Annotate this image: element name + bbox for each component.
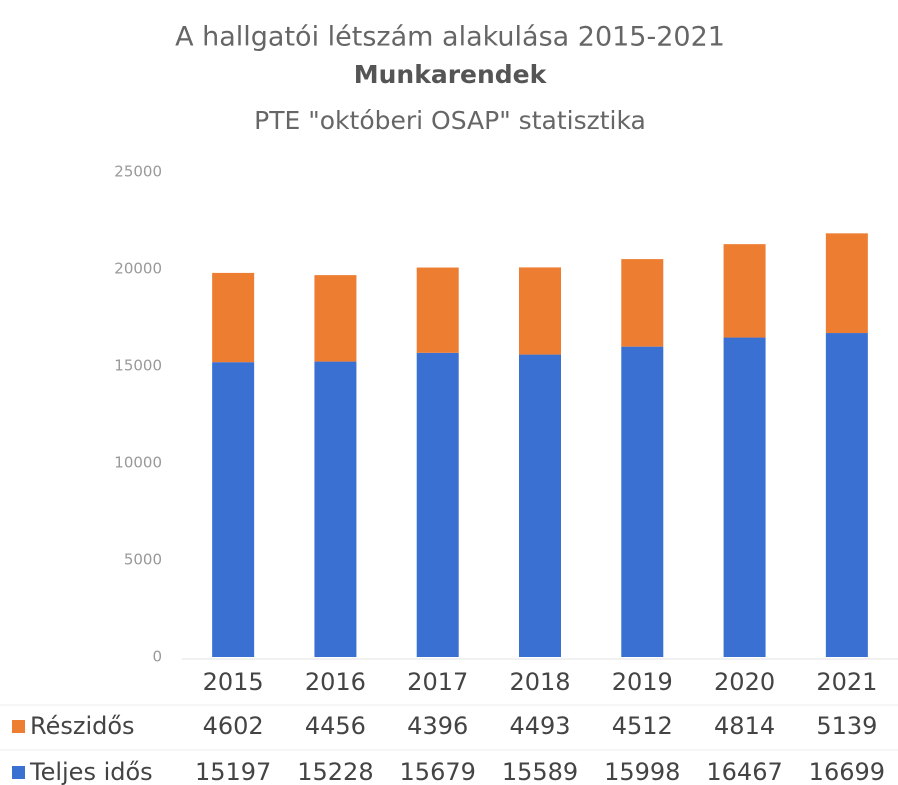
x-tick-label: 2020 (714, 668, 775, 696)
table-cell: 15998 (604, 758, 680, 785)
bar-segment (519, 354, 561, 657)
table-cell: 4602 (203, 712, 264, 740)
bar-segment (416, 267, 459, 353)
x-tick-label: 2019 (612, 668, 673, 696)
table-cell: 4493 (509, 712, 570, 740)
bar-segment (212, 272, 255, 363)
bar-segment (519, 267, 561, 355)
table-cell: 4396 (407, 712, 468, 740)
y-tick-label: 0 (152, 648, 162, 666)
legend-label: Részidős (30, 712, 135, 740)
bar-segment (621, 346, 664, 657)
bar-segment (212, 362, 255, 657)
y-tick-label: 20000 (114, 260, 162, 278)
table-cell: 4512 (612, 712, 673, 740)
y-tick-label: 10000 (114, 454, 162, 472)
table-cell: 15197 (195, 758, 271, 785)
bar-segment (723, 244, 766, 338)
x-tick-label: 2021 (816, 668, 877, 696)
x-tick-label: 2015 (203, 668, 264, 696)
bar-segment (621, 259, 664, 347)
y-tick-label: 25000 (114, 163, 162, 181)
bar-segment (314, 275, 357, 362)
legend-swatch (12, 766, 25, 779)
table-cell: 16467 (706, 758, 782, 785)
legend-label: Teljes idős (29, 758, 153, 785)
table-cell: 15589 (502, 758, 578, 785)
x-tick-label: 2016 (305, 668, 366, 696)
bar-segment (416, 352, 459, 657)
y-tick-label: 5000 (124, 551, 162, 569)
y-tick-label: 15000 (114, 357, 162, 375)
table-cell: 15228 (297, 758, 373, 785)
table-cell: 15679 (400, 758, 476, 785)
chart-caption: PTE "októberi OSAP" statisztika (254, 106, 646, 135)
x-tick-label: 2017 (407, 668, 468, 696)
bar-segment (723, 337, 766, 657)
legend-swatch (12, 720, 25, 733)
table-cell: 5139 (816, 712, 877, 740)
bar-segment (825, 333, 868, 657)
table-cell: 4814 (714, 712, 775, 740)
table-cell: 16699 (809, 758, 885, 785)
table-cell: 4456 (305, 712, 366, 740)
x-tick-label: 2018 (509, 668, 570, 696)
bar-segment (314, 361, 357, 657)
chart-subtitle: Munkarendek (354, 60, 548, 89)
bar-segment (825, 233, 868, 334)
chart-title: A hallgatói létszám alakulása 2015-2021 (175, 22, 725, 53)
